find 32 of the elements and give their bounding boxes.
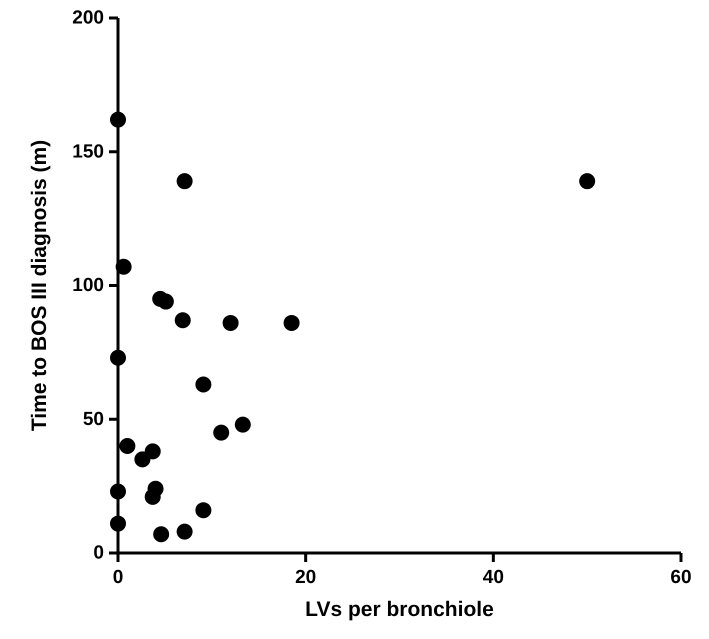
y-tick-label: 200 [72, 8, 104, 28]
point [110, 112, 126, 128]
point [579, 173, 596, 190]
x-tick-label: 40 [482, 567, 504, 588]
point [222, 314, 239, 331]
point [144, 443, 161, 460]
point [174, 312, 191, 328]
y-tick-label: 50 [82, 408, 104, 430]
y-tick-label: 0 [93, 542, 104, 564]
point [134, 451, 150, 468]
point [110, 516, 126, 532]
x-tick-label: 20 [295, 567, 316, 588]
point [195, 502, 212, 518]
point [158, 294, 174, 310]
x-axis-title: LVs per bronchiole [305, 598, 494, 621]
x-tick-label: 0 [112, 567, 124, 588]
point [119, 438, 136, 454]
point [213, 424, 230, 441]
point [176, 524, 193, 540]
point [116, 258, 132, 275]
point [110, 483, 126, 500]
y-axis-title: Time to BOS III diagnosis (m) [28, 140, 51, 432]
point [195, 376, 212, 392]
y-tick-label: 100 [72, 275, 104, 296]
x-tick-label: 60 [670, 567, 692, 588]
point [176, 173, 193, 190]
point [284, 314, 300, 331]
y-tick-label: 150 [72, 141, 104, 162]
point [110, 350, 126, 366]
point [144, 488, 161, 505]
point [153, 526, 170, 542]
point [234, 416, 251, 433]
